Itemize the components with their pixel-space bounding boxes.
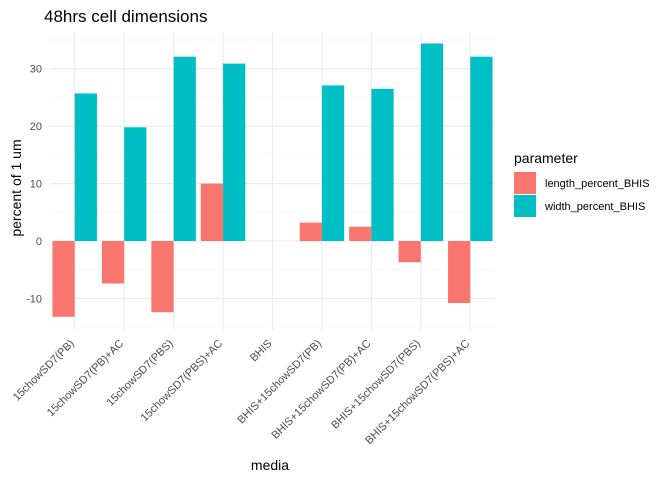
chart-title: 48hrs cell dimensions bbox=[44, 7, 207, 26]
bar-length_percent_BHIS bbox=[398, 241, 421, 263]
bars bbox=[52, 43, 493, 317]
bar-width_percent_BHIS bbox=[371, 88, 394, 242]
bar-length_percent_BHIS bbox=[299, 222, 322, 242]
bar-width_percent_BHIS bbox=[74, 93, 97, 242]
x-tick-label: BHIS+15chowSD7(PBS)+AC bbox=[363, 338, 472, 447]
x-tick-label: BHIS+15chowSD7(PB) bbox=[235, 338, 324, 427]
legend-label: width_percent_BHIS bbox=[544, 201, 645, 213]
y-tick-label: -10 bbox=[26, 293, 42, 305]
bar-length_percent_BHIS bbox=[448, 241, 471, 304]
legend-title: parameter bbox=[514, 150, 578, 166]
legend-key-width_percent_BHIS bbox=[514, 195, 536, 217]
x-tick-label: BHIS bbox=[248, 338, 275, 365]
bar-length_percent_BHIS bbox=[349, 226, 372, 242]
y-tick-label: 10 bbox=[30, 179, 42, 191]
bar-length_percent_BHIS bbox=[151, 241, 174, 313]
bar-width_percent_BHIS bbox=[321, 85, 345, 242]
bar-length_percent_BHIS bbox=[101, 241, 125, 284]
y-tick-label: 0 bbox=[36, 236, 42, 248]
legend: parameter length_percent_BHIS width_perce… bbox=[514, 150, 650, 217]
x-tick-label: BHIS+15chowSD7(PB)+AC bbox=[269, 338, 373, 442]
x-tick-label: BHIS+15chowSD7(PBS) bbox=[329, 338, 423, 432]
x-axis-title: media bbox=[251, 457, 289, 473]
y-tick-labels: -10 0 10 20 30 bbox=[26, 64, 42, 306]
legend-label: length_percent_BHIS bbox=[545, 178, 650, 190]
bar-length_percent_BHIS bbox=[200, 183, 224, 242]
y-tick-label: 30 bbox=[30, 64, 42, 76]
bar-width_percent_BHIS bbox=[223, 63, 246, 242]
bar-width_percent_BHIS bbox=[124, 127, 147, 242]
legend-key-length_percent_BHIS bbox=[514, 172, 536, 194]
x-tick-label: 15chowSD7(PBS)+AC bbox=[139, 338, 226, 425]
bar-length_percent_BHIS bbox=[52, 241, 75, 317]
x-tick-labels: 15chowSD7(PB)15chowSD7(PB)+AC15chowSD7(P… bbox=[11, 338, 473, 447]
bar-width_percent_BHIS bbox=[470, 56, 493, 242]
bar-width_percent_BHIS bbox=[173, 56, 196, 242]
bar-width_percent_BHIS bbox=[420, 43, 444, 242]
y-tick-label: 20 bbox=[30, 121, 42, 133]
y-axis-title: percent of 1 um bbox=[8, 139, 24, 236]
